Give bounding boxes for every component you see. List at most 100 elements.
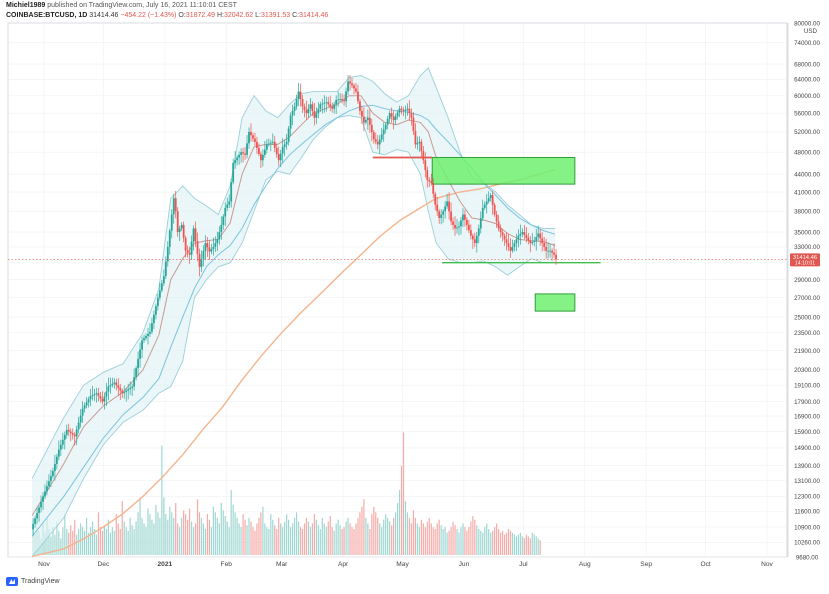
volume-bar [280, 523, 282, 555]
candle-body [218, 232, 221, 240]
price-tick-label: 10260.00 [794, 540, 820, 547]
volume-bar [456, 529, 458, 555]
volume-bar [167, 519, 169, 555]
candle [139, 342, 141, 368]
candle-body [317, 108, 320, 114]
volume-bar [204, 529, 207, 555]
candle-body [170, 214, 173, 231]
candle [531, 232, 534, 246]
volume-bar [206, 514, 209, 555]
price-tick-label: 27000.00 [794, 295, 820, 302]
candle [271, 133, 274, 145]
candle-body [341, 99, 344, 101]
symbol-legend: COINBASE:BTCUSD, 1D 31414.46 −454.22 (−1… [6, 12, 328, 19]
volume-bar [527, 536, 529, 555]
volume-bar [91, 521, 94, 555]
candle-body [384, 124, 387, 130]
volume-bar [234, 512, 236, 555]
brand-name: TradingView [21, 578, 60, 585]
candle [127, 383, 130, 400]
volume-bar [497, 529, 500, 555]
volume-bar [335, 523, 337, 555]
volume-bar [444, 527, 446, 555]
symbol-name[interactable]: COINBASE:BTCUSD, 1D [6, 12, 88, 19]
candle [202, 245, 205, 267]
target-zone-upper [431, 156, 576, 185]
candle [477, 224, 480, 244]
candle-body [95, 393, 98, 395]
volume-bar [248, 517, 250, 555]
candle [83, 402, 86, 413]
candle-body [467, 224, 470, 231]
candle [493, 202, 496, 217]
candle-body [149, 331, 151, 334]
candle-body [430, 181, 433, 183]
candle [147, 327, 149, 345]
candle [489, 192, 492, 202]
price-tick-label: 41000.00 [794, 189, 820, 196]
author-name[interactable]: Michiel1989 [6, 2, 46, 9]
volume-bar [393, 517, 395, 555]
candle [497, 214, 500, 232]
volume-bar [89, 527, 92, 555]
candle-body [295, 99, 298, 107]
candle [390, 107, 393, 123]
candle [97, 387, 100, 402]
volume-bar [284, 521, 286, 555]
candle [374, 132, 377, 145]
candle-body [404, 109, 407, 111]
candle [533, 236, 536, 247]
candle [398, 105, 401, 118]
volume-bar [232, 504, 234, 555]
volume-bar [373, 506, 375, 555]
candle [244, 146, 246, 160]
candle-body [339, 99, 342, 100]
candle [317, 102, 320, 119]
candle-body [420, 141, 423, 152]
candle [214, 236, 217, 252]
price-tick-label: 56000.00 [794, 110, 820, 117]
tradingview-logo[interactable]: TradingView [6, 577, 60, 586]
volume-bar [117, 523, 119, 555]
candle [230, 178, 233, 208]
candle-body [396, 112, 399, 117]
candle [418, 136, 421, 152]
volume-bar [424, 527, 426, 555]
candle [210, 243, 213, 255]
volume-bar [505, 532, 508, 555]
candle-body [232, 162, 235, 183]
price-tick-label: 14900.00 [794, 445, 820, 452]
candle-body [121, 390, 124, 394]
volume-bar [521, 536, 523, 555]
volume-bar [448, 530, 450, 555]
candle [291, 104, 294, 125]
volume-bar [379, 523, 381, 555]
candle [481, 199, 484, 221]
candle [309, 98, 312, 116]
candle-body [117, 385, 120, 388]
candle [263, 140, 266, 158]
volume-bar [74, 519, 76, 555]
candle [424, 152, 427, 178]
candle [168, 228, 171, 255]
candle [450, 202, 452, 226]
candle-body [533, 240, 536, 242]
candle-body [103, 396, 106, 402]
candle [50, 469, 52, 487]
candle-body [224, 207, 227, 217]
candle [505, 232, 508, 251]
candle [212, 237, 215, 256]
price-tick-label: 23500.00 [794, 330, 820, 337]
candle [323, 95, 326, 113]
candle-body [87, 399, 90, 403]
candle-body [382, 129, 385, 135]
candle [224, 202, 227, 227]
candle-body [77, 422, 80, 430]
candle [279, 149, 282, 168]
candle [410, 108, 413, 126]
candle-body [448, 201, 450, 212]
volume-bar [474, 519, 476, 555]
candle-body [260, 154, 262, 161]
volume-bar [254, 530, 256, 555]
